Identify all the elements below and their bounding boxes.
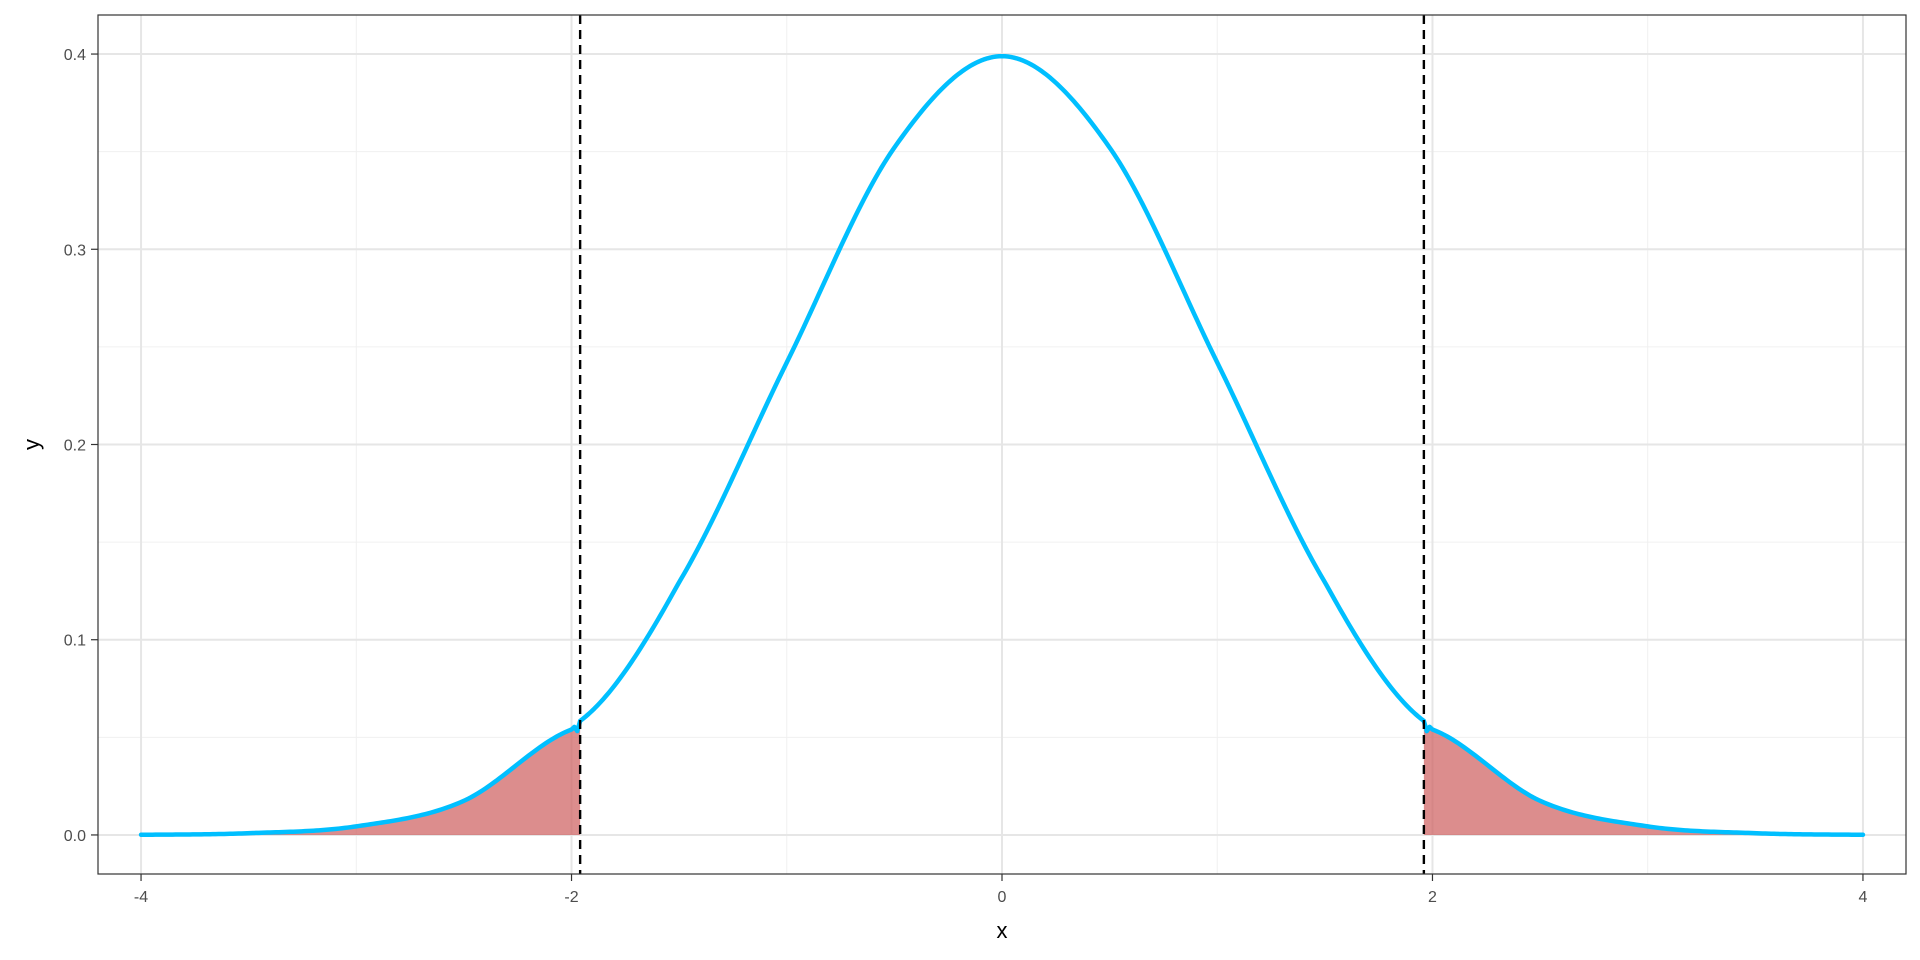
shaded-tail-region xyxy=(141,720,581,835)
x-axis: -4 -2 0 2 4 xyxy=(134,874,1867,906)
y-tick-label: 0.4 xyxy=(64,47,86,64)
shaded-tails xyxy=(141,720,1863,835)
grid-major xyxy=(98,15,1906,874)
y-tick-label: 0.2 xyxy=(64,438,86,455)
x-tick-label: -2 xyxy=(564,889,578,906)
x-tick-label: 0 xyxy=(998,889,1007,906)
x-tick-label: 2 xyxy=(1428,889,1437,906)
critical-lines xyxy=(578,15,1426,874)
x-tick-label: -4 xyxy=(134,889,148,906)
y-axis: 0.0 0.1 0.2 0.3 0.4 xyxy=(64,47,98,845)
density-series xyxy=(138,53,1866,838)
x-axis-title: x xyxy=(997,918,1008,943)
y-tick-label: 0.3 xyxy=(64,242,86,259)
density-curve xyxy=(138,53,1866,838)
y-tick-label: 0.0 xyxy=(64,828,86,845)
x-tick-label: 4 xyxy=(1858,889,1867,906)
y-tick-label: 0.1 xyxy=(64,633,86,650)
shaded-tail-region xyxy=(1423,720,1863,835)
y-axis-title: y xyxy=(19,439,44,450)
